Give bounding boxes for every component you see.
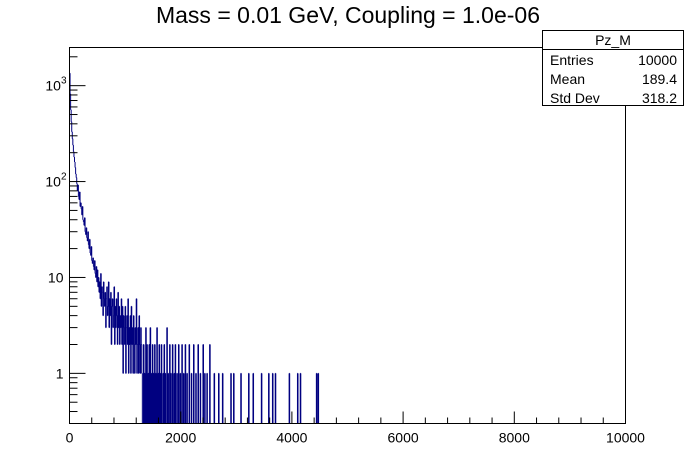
x-tick-label: 4000 (276, 430, 307, 446)
histogram-bars (69, 72, 320, 424)
x-tick-label: 10000 (606, 430, 645, 446)
y-tick-label: 103 (45, 76, 67, 94)
x-tick-label: 0 (66, 430, 74, 446)
stats-box: Pz_M Entries 10000 Mean 189.4 Std Dev 31… (542, 30, 684, 106)
stats-mean-label: Mean (550, 71, 586, 87)
chart-title: Mass = 0.01 GeV, Coupling = 1.0e-06 (155, 2, 540, 28)
stats-mean-value: 189.4 (641, 71, 677, 87)
x-axis: 0 2000 4000 6000 8000 10000 (66, 411, 645, 446)
stats-entries-label: Entries (550, 52, 594, 68)
stats-mean-row: Mean 189.4 (543, 70, 683, 88)
stats-stddev-row: Std Dev 318.2 (543, 89, 683, 107)
stats-entries-value: 10000 (638, 52, 677, 68)
x-tick-label: 6000 (388, 430, 419, 446)
stats-box-name: Pz_M (543, 31, 683, 50)
y-tick-label: 1 (56, 365, 64, 381)
y-tick-label: 10 (48, 269, 64, 285)
stats-entries-row: Entries 10000 (543, 51, 683, 69)
stats-stddev-label: Std Dev (550, 90, 600, 106)
x-tick-label: 8000 (499, 430, 530, 446)
y-tick-label: 102 (45, 172, 67, 190)
plot-frame (69, 47, 626, 424)
stats-stddev-value: 318.2 (641, 90, 677, 106)
x-tick-label: 2000 (165, 430, 196, 446)
y-axis: 1 10 102 103 (45, 56, 86, 424)
